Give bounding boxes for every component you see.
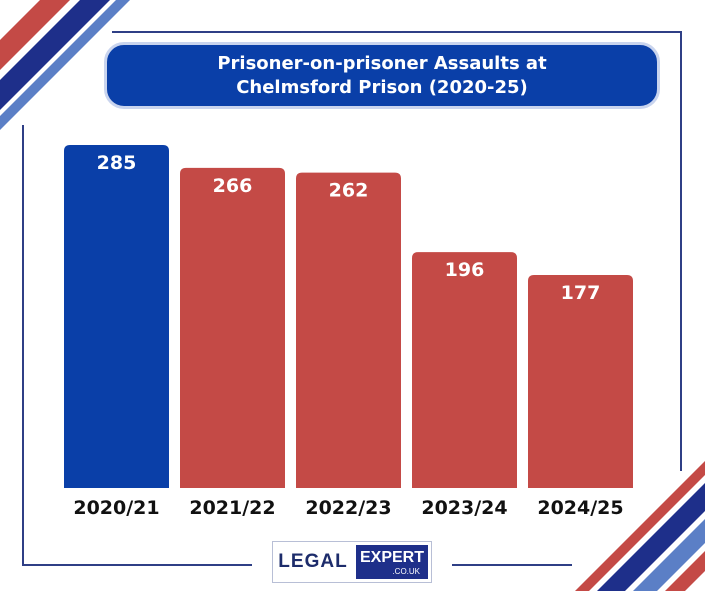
bar-2022/23 bbox=[296, 172, 401, 488]
value-label-2021/22: 266 bbox=[213, 175, 253, 197]
corner-stripes-bottom-right bbox=[575, 461, 705, 591]
bar-2021/22 bbox=[180, 167, 285, 488]
category-label-2020/21: 2020/21 bbox=[73, 497, 159, 519]
value-label-2022/23: 262 bbox=[329, 180, 369, 202]
logo-expert-text: EXPERT bbox=[359, 548, 424, 566]
frame-bottom-left-line bbox=[22, 564, 252, 566]
category-label-2023/24: 2023/24 bbox=[421, 497, 507, 519]
logo-domain-text: .CO.UK bbox=[392, 566, 420, 576]
value-label-2024/25: 177 bbox=[561, 282, 601, 304]
bar-2023/24 bbox=[412, 252, 517, 488]
category-label-2024/25: 2024/25 bbox=[537, 497, 623, 519]
frame-bottom-right-line bbox=[452, 564, 572, 566]
title-line-1: Prisoner-on-prisoner Assaults at bbox=[217, 52, 547, 74]
category-label-2021/22: 2021/22 bbox=[189, 497, 275, 519]
legal-expert-logo: LEGAL EXPERT .CO.UK bbox=[272, 541, 432, 583]
frame-left-line bbox=[22, 125, 24, 565]
value-label-2023/24: 196 bbox=[445, 259, 485, 281]
value-label-2020/21: 285 bbox=[97, 152, 137, 174]
title-line-2: Chelmsford Prison (2020-25) bbox=[236, 76, 528, 98]
category-label-2022/23: 2022/23 bbox=[305, 497, 391, 519]
frame-right-line bbox=[680, 31, 682, 471]
corner-stripes-top-left bbox=[0, 0, 130, 130]
bar-2020/21 bbox=[64, 145, 169, 488]
logo-expert-box: EXPERT .CO.UK bbox=[356, 545, 428, 579]
frame-top-line bbox=[112, 31, 682, 33]
bar-2024/25 bbox=[528, 274, 633, 488]
logo-legal-text: LEGAL bbox=[278, 551, 348, 572]
chart-title: Prisoner-on-prisoner Assaults at Chelmsf… bbox=[104, 42, 660, 109]
